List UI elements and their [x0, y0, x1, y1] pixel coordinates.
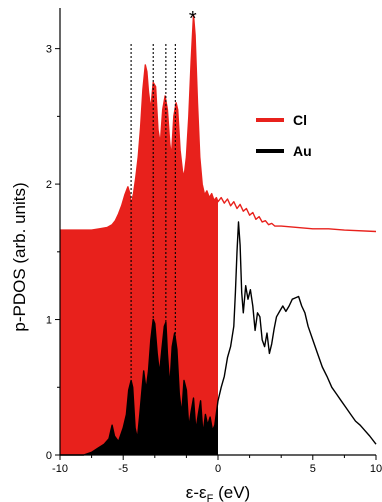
peak-annotation: *	[189, 8, 197, 30]
y-tick-label: 1	[46, 315, 52, 327]
series-line-au	[60, 221, 377, 456]
x-tick-label: 5	[310, 463, 316, 475]
x-axis-label: ε-εF (eV)	[186, 483, 250, 502]
legend-label-cl: Cl	[293, 112, 307, 128]
series-fill-cl	[60, 14, 218, 456]
y-tick-label: 0	[46, 450, 52, 462]
legend-label-au: Au	[293, 143, 312, 159]
y-tick-label: 3	[46, 44, 52, 56]
series-line-cl	[60, 14, 377, 233]
y-tick-label: 2	[46, 179, 52, 191]
x-tick-label: -10	[52, 463, 68, 475]
x-axis-label-main: ε-ε	[186, 483, 207, 502]
legend: Cl Au	[256, 112, 312, 159]
plot-area: -10 -5 0 5 10 0 1 2 3	[46, 8, 382, 475]
series-layer	[60, 14, 377, 456]
x-tick-label: 0	[215, 463, 221, 475]
series-fill-au	[60, 319, 218, 455]
x-axis-label-subscript: F	[207, 493, 214, 502]
x-tick-label: -5	[118, 463, 128, 475]
y-axis-label: p-PDOS (arb. units)	[10, 182, 29, 331]
x-tick-label: 10	[370, 463, 382, 475]
x-axis-label-unit: (eV)	[213, 483, 250, 502]
ticks: -10 -5 0 5 10 0 1 2 3	[46, 44, 382, 475]
